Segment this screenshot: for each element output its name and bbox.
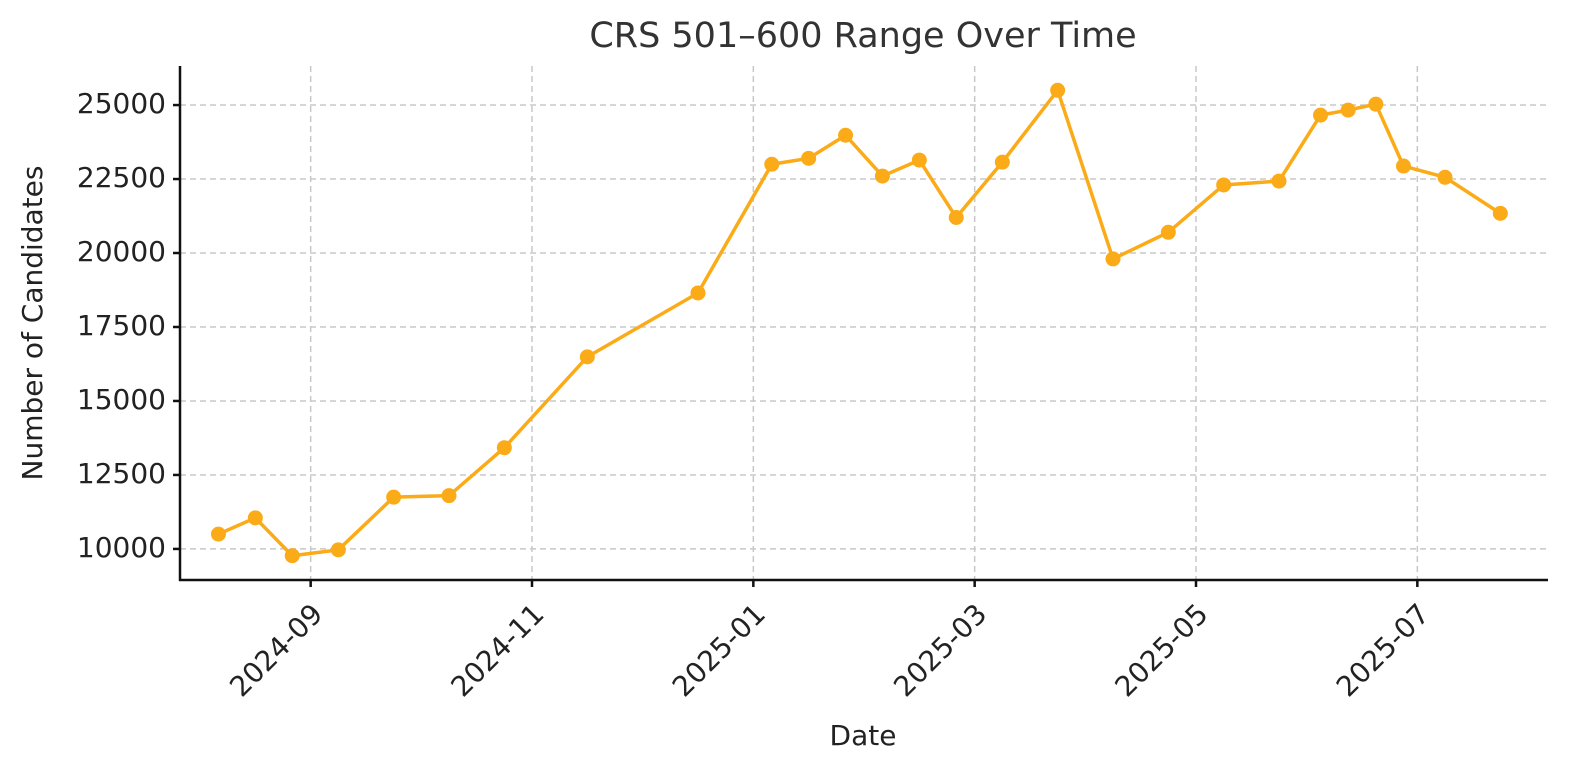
y-tick-label: 25000 [77,87,166,120]
point [994,154,1010,170]
point [1368,96,1384,112]
point [801,150,817,166]
point [874,168,890,184]
point [764,156,780,172]
point [1160,224,1176,240]
x-tick-label: 2025-07 [1330,597,1436,703]
point [1396,158,1411,174]
x-axis-label: Date [830,719,897,752]
point [948,210,964,226]
point [1050,82,1066,98]
y-tick-label: 10000 [77,531,166,564]
point [1313,107,1328,123]
chart-title: CRS 501–600 Range Over Time [589,16,1136,56]
line [217,86,1502,558]
y-tick-label: 15000 [77,383,166,416]
point [1271,173,1287,189]
point [838,127,854,143]
point [210,526,226,542]
point [386,489,402,505]
point [1492,205,1508,221]
y-axis-label: Number of Candidates [16,166,49,481]
y-tick-label: 20000 [77,235,166,268]
x-tick-label: 2024-11 [445,597,551,703]
x-tick-label: 2025-03 [887,597,993,703]
x-tick-label: 2025-01 [666,597,772,703]
point [284,548,300,564]
point [579,349,595,365]
x-tick-label: 2025-05 [1109,597,1215,703]
point [441,488,457,504]
point [330,542,346,558]
x-tick-label: 2024-09 [223,597,329,703]
y-tick-label: 12500 [77,457,166,490]
point [1105,251,1121,267]
point [496,440,512,456]
point [911,152,927,168]
point [690,285,706,301]
point [247,510,263,526]
y-tick-label: 17500 [77,309,166,342]
y-tick-label: 22500 [77,161,166,194]
point [1340,102,1356,118]
point [1437,169,1453,185]
point [1216,177,1232,193]
